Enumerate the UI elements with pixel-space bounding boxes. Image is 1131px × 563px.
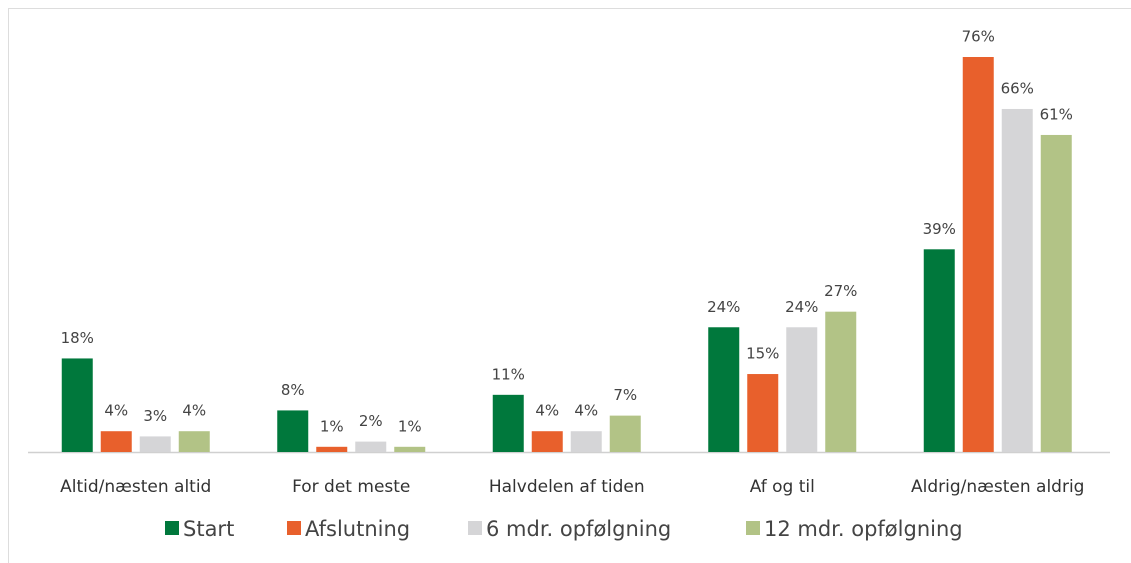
value-label: 18% xyxy=(61,329,94,347)
bar xyxy=(316,446,348,452)
value-label: 27% xyxy=(824,282,857,300)
bar xyxy=(394,446,426,452)
bar xyxy=(708,327,740,452)
x-tick-label: Af og til xyxy=(750,477,815,497)
x-tick-label: Altid/næsten altid xyxy=(60,477,211,497)
bar xyxy=(355,441,387,452)
bar xyxy=(825,311,857,452)
value-label: 4% xyxy=(574,402,598,420)
value-label: 2% xyxy=(359,412,383,430)
value-label: 8% xyxy=(281,381,305,399)
value-label: 24% xyxy=(785,298,818,316)
bar xyxy=(277,410,309,452)
legend-label: Afslutning xyxy=(305,517,410,541)
bar xyxy=(61,358,93,452)
bar xyxy=(492,394,524,452)
value-label: 4% xyxy=(535,402,559,420)
legend-swatch xyxy=(468,521,482,535)
bar xyxy=(747,374,779,452)
bar xyxy=(100,431,132,452)
value-label: 24% xyxy=(707,298,740,316)
bar xyxy=(139,436,171,452)
x-tick-label: For det meste xyxy=(292,477,410,497)
x-tick-label: Halvdelen af tiden xyxy=(489,477,645,497)
value-label: 4% xyxy=(182,402,206,420)
legend-label: 6 mdr. opfølgning xyxy=(486,517,671,541)
bar xyxy=(1001,108,1033,452)
x-tick-label: Aldrig/næsten aldrig xyxy=(911,477,1084,497)
value-label: 3% xyxy=(143,407,167,425)
bar xyxy=(1040,134,1072,453)
bar xyxy=(962,57,994,452)
bar xyxy=(178,431,210,452)
bar xyxy=(609,415,641,452)
legend-label: Start xyxy=(183,517,234,541)
bar xyxy=(786,327,818,452)
value-label: 1% xyxy=(320,417,344,435)
bar xyxy=(923,249,955,452)
value-label: 15% xyxy=(746,345,779,363)
value-label: 76% xyxy=(962,28,995,46)
bar xyxy=(570,431,602,452)
value-label: 11% xyxy=(492,365,525,383)
value-label: 4% xyxy=(104,402,128,420)
legend-swatch xyxy=(287,521,301,535)
legend-label: 12 mdr. opfølgning xyxy=(764,517,963,541)
bar xyxy=(531,431,563,452)
value-label: 39% xyxy=(923,220,956,238)
legend-swatch xyxy=(165,521,179,535)
value-label: 66% xyxy=(1001,79,1034,97)
chart-border xyxy=(8,8,1131,563)
value-label: 61% xyxy=(1040,105,1073,123)
value-label: 7% xyxy=(613,386,637,404)
legend-swatch xyxy=(746,521,760,535)
value-label: 1% xyxy=(398,417,422,435)
